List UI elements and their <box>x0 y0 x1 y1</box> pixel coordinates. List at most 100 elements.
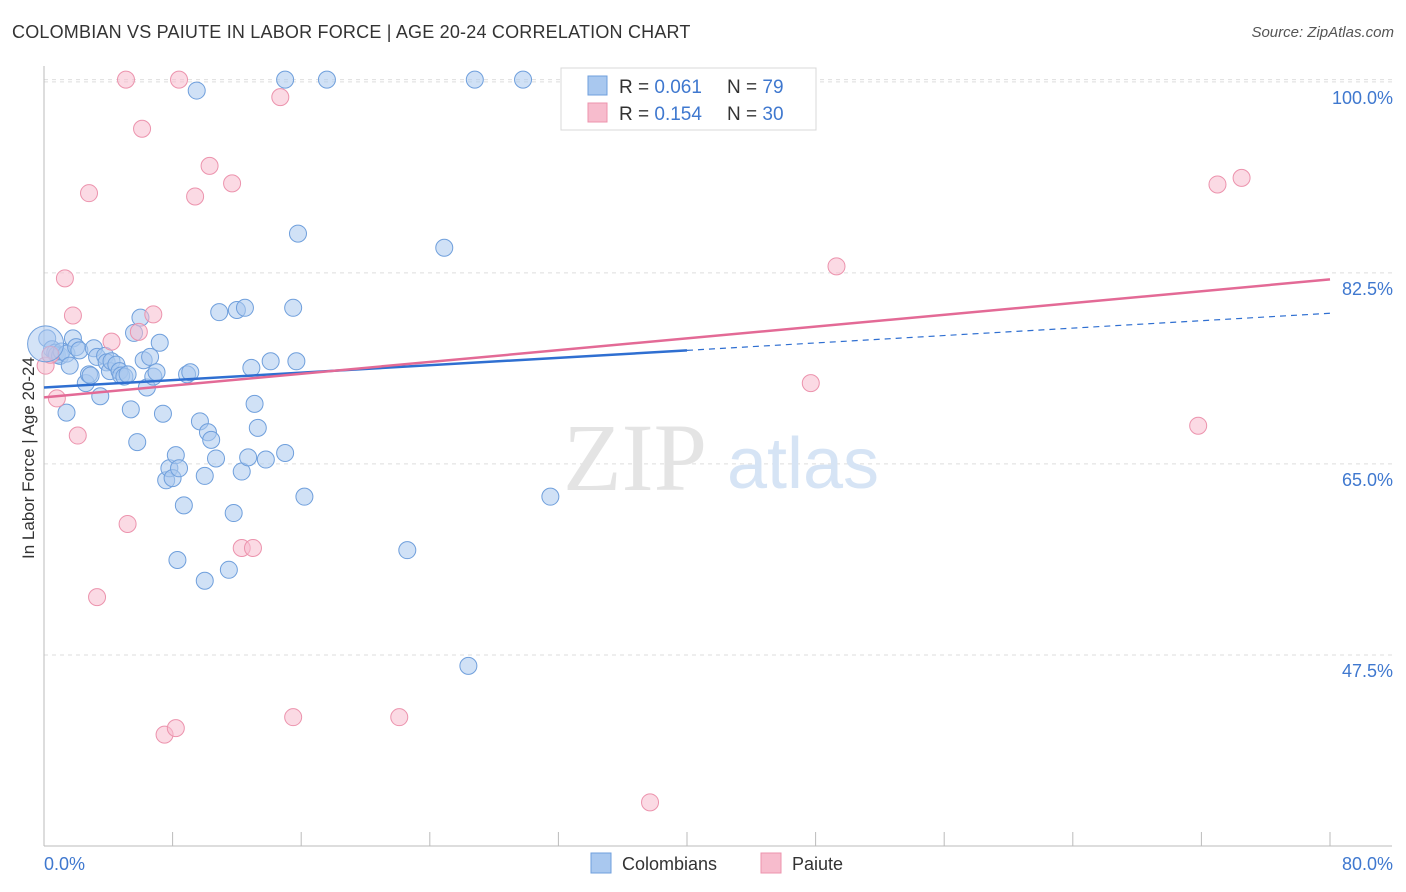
point-colombians <box>207 449 226 468</box>
point-colombians-cluster <box>27 325 65 363</box>
point-colombians <box>256 450 275 469</box>
y-tick-label: 100.0% <box>1332 88 1393 108</box>
point-colombians <box>541 487 560 506</box>
point-colombians <box>118 365 137 384</box>
point-colombians <box>195 466 214 485</box>
legend-n-label-colombians: N = <box>727 77 762 98</box>
point-paiute <box>166 719 185 738</box>
point-colombians <box>287 352 306 371</box>
watermark-zip: ZIP <box>563 404 707 511</box>
watermark-atlas: atlas <box>727 424 879 504</box>
point-paiute <box>271 88 290 107</box>
point-colombians <box>81 366 100 385</box>
point-colombians <box>242 358 261 377</box>
source-label: Source: ZipAtlas.com <box>1251 24 1394 41</box>
svg-text:R = 0.154: R = 0.154 <box>619 104 702 125</box>
point-paiute <box>641 793 660 812</box>
svg-text:N = 79: N = 79 <box>727 77 784 98</box>
point-colombians <box>284 298 303 317</box>
point-paiute <box>243 538 262 557</box>
svg-text:N = 30: N = 30 <box>727 104 784 125</box>
series-legend-swatch-colombians <box>590 852 612 874</box>
point-paiute <box>88 588 107 607</box>
legend-swatch-paiute <box>587 102 608 123</box>
point-colombians <box>91 387 110 406</box>
point-colombians <box>261 352 280 371</box>
point-colombians <box>224 504 243 523</box>
point-colombians <box>174 496 193 515</box>
y-axis-label: In Labor Force | Age 20-24 <box>19 357 38 559</box>
point-colombians <box>295 487 314 506</box>
x-tick-label-max: 80.0% <box>1342 854 1393 874</box>
point-colombians <box>248 418 267 437</box>
point-paiute <box>1208 175 1227 194</box>
watermark: ZIP atlas <box>563 404 879 511</box>
series-legend: Colombians Paiute <box>590 852 843 874</box>
point-colombians <box>181 363 200 382</box>
point-colombians <box>195 571 214 590</box>
point-colombians <box>398 541 417 560</box>
point-colombians <box>170 459 189 478</box>
point-paiute <box>186 187 205 206</box>
point-paiute <box>223 174 242 193</box>
point-colombians <box>317 70 336 89</box>
point-colombians <box>288 224 307 243</box>
point-paiute <box>68 426 87 445</box>
point-paiute <box>1232 168 1251 187</box>
trend-line-dashed-colombians <box>686 312 1331 351</box>
legend-n-label-paiute: N = <box>727 104 762 125</box>
legend-n-value-colombians: 79 <box>762 77 783 98</box>
x-tick-label-min: 0.0% <box>44 854 85 874</box>
chart-title: COLOMBIAN VS PAIUTE IN LABOR FORCE | AGE… <box>12 22 691 42</box>
point-paiute <box>116 70 135 89</box>
point-paiute <box>118 514 137 533</box>
trend-layer <box>43 278 1331 399</box>
y-tick-label: 82.5% <box>1342 279 1393 299</box>
point-colombians <box>245 394 264 413</box>
point-colombians <box>235 298 254 317</box>
point-paiute <box>170 70 189 89</box>
legend-r-label-paiute: R = <box>619 104 654 125</box>
point-colombians <box>128 433 147 452</box>
point-paiute <box>1189 416 1208 435</box>
svg-text:R = 0.061: R = 0.061 <box>619 77 702 98</box>
point-colombians <box>514 70 533 89</box>
point-paiute <box>801 374 820 393</box>
point-paiute <box>144 305 163 324</box>
legend-r-value-colombians: 0.061 <box>654 77 702 98</box>
point-paiute <box>284 708 303 727</box>
legend-r-value-paiute: 0.154 <box>654 104 702 125</box>
point-paiute <box>55 269 74 288</box>
legend-r-label-colombians: R = <box>619 77 654 98</box>
point-colombians <box>202 430 221 449</box>
point-colombians <box>147 363 166 382</box>
point-colombians <box>219 560 238 579</box>
points-layer <box>27 70 1251 812</box>
legend-n-value-paiute: 30 <box>762 104 783 125</box>
trend-line-paiute <box>43 278 1331 399</box>
point-colombians <box>60 356 79 375</box>
point-colombians <box>435 238 454 257</box>
point-colombians <box>150 333 169 352</box>
point-paiute <box>390 708 409 727</box>
point-colombians <box>121 400 140 419</box>
stats-legend: R = 0.061 N = 79 R = 0.154 N = 30 <box>560 67 817 131</box>
point-colombians <box>210 303 229 322</box>
point-colombians <box>459 656 478 675</box>
point-colombians <box>465 70 484 89</box>
point-colombians <box>57 403 76 422</box>
y-tick-label: 47.5% <box>1342 661 1393 681</box>
point-colombians <box>276 444 295 462</box>
point-colombians <box>187 81 206 100</box>
point-colombians <box>168 550 187 569</box>
legend-swatch-colombians <box>587 75 608 96</box>
series-legend-label-colombians: Colombians <box>622 854 717 874</box>
point-paiute <box>827 257 846 276</box>
point-paiute <box>129 322 148 341</box>
point-colombians <box>141 347 160 366</box>
point-colombians <box>153 404 172 423</box>
point-paiute <box>102 332 121 351</box>
point-paiute <box>63 306 82 325</box>
point-paiute <box>133 119 152 138</box>
